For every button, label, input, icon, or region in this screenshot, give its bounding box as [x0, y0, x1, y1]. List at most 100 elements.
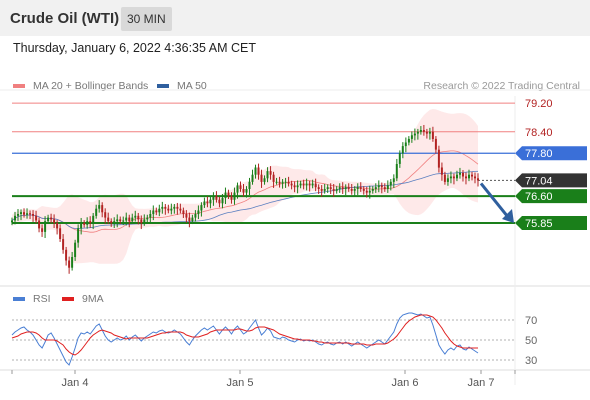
legend-9ma: 9MA	[62, 293, 104, 305]
candle-body	[395, 164, 398, 179]
candle-body	[212, 196, 215, 200]
candle-body	[134, 215, 137, 218]
candle-body	[53, 219, 56, 223]
timeframe-badge[interactable]: 30 MIN	[121, 7, 172, 31]
candle-body	[434, 138, 437, 150]
candle-body	[137, 215, 140, 220]
candle-body	[338, 187, 341, 189]
candle-body	[287, 181, 290, 184]
header-bar: Crude Oil (WTI) 30 MIN	[0, 0, 590, 36]
candle-body	[176, 206, 179, 209]
candle-body	[302, 183, 305, 186]
candle-body	[80, 223, 83, 229]
candle-body	[263, 178, 266, 182]
candle-body	[456, 174, 458, 179]
candle-body	[191, 217, 194, 222]
candle-body	[125, 217, 128, 221]
candle-body	[254, 167, 257, 175]
legend-9ma-label: 9MA	[82, 293, 104, 305]
candle-body	[164, 206, 167, 209]
candle-body	[74, 242, 77, 257]
legend-ma20-swatch	[13, 84, 25, 88]
legend-9ma-swatch	[62, 297, 74, 301]
candle-body	[107, 217, 110, 222]
candle-body	[344, 187, 347, 189]
candle-body	[26, 213, 28, 215]
candle-body	[242, 189, 245, 193]
candle-body	[95, 208, 98, 216]
candle-body	[359, 187, 362, 189]
candle-body	[317, 187, 320, 189]
candle-body	[113, 221, 116, 223]
candle-body	[407, 138, 410, 143]
candle-body	[416, 131, 419, 134]
candle-body	[468, 174, 470, 179]
candle-body	[284, 181, 287, 183]
candle-body	[122, 220, 125, 222]
candle-body	[452, 176, 455, 179]
candle-body	[443, 174, 446, 182]
bollinger-band	[12, 109, 478, 264]
candle-body	[440, 167, 443, 175]
rsi-level-label-1: 50	[525, 335, 537, 347]
datetime-label: Thursday, January 6, 2022 4:36:35 AM CET	[13, 41, 256, 55]
candle-body	[320, 189, 323, 191]
candle-body	[266, 171, 269, 179]
x-tick-label-3: Jan 7	[468, 377, 495, 389]
candle-body	[209, 199, 212, 204]
candle-body	[356, 187, 359, 189]
legend-ma50-label: MA 50	[177, 80, 207, 92]
candle-body	[185, 214, 188, 218]
level-tag-2	[515, 146, 587, 161]
rsi-ma9-line	[11, 314, 478, 356]
candle-body	[47, 217, 50, 222]
candle-body	[104, 212, 107, 218]
candle-body	[92, 215, 95, 223]
candle-body	[347, 187, 350, 189]
candle-body	[392, 178, 395, 182]
candle-body	[203, 201, 206, 206]
candle-body	[233, 192, 236, 200]
legend-rsi-label: RSI	[33, 293, 51, 305]
x-tick-label-0: Jan 4	[62, 377, 89, 389]
candle-body	[155, 210, 158, 213]
candle-body	[140, 219, 143, 223]
candle-body	[206, 201, 209, 204]
candle-body	[158, 208, 161, 213]
candle-body	[341, 187, 344, 189]
level-tag-5	[515, 215, 587, 230]
candle-body	[68, 260, 71, 268]
candle-body	[179, 208, 182, 211]
legend-rsi: RSI	[13, 293, 51, 305]
candle-body	[293, 185, 296, 188]
legend-ma20-label: MA 20 + Bollinger Bands	[33, 80, 149, 92]
candle-body	[386, 185, 389, 189]
candle-body	[462, 172, 464, 177]
instrument-title: Crude Oil (WTI)	[10, 10, 120, 27]
candle-body	[335, 189, 338, 191]
candle-body	[59, 228, 62, 239]
legend-ma50-swatch	[157, 84, 169, 88]
candle-body	[449, 176, 452, 179]
candle-body	[368, 190, 371, 193]
candle-body	[110, 221, 113, 223]
candle-body	[465, 176, 467, 179]
candle-body	[101, 205, 104, 213]
candle-body	[404, 142, 407, 147]
candle-body	[290, 183, 293, 186]
x-tick-label-1: Jan 5	[227, 377, 254, 389]
candle-body	[35, 215, 38, 221]
candle-body	[131, 217, 134, 222]
candle-body	[401, 146, 404, 154]
candle-body	[197, 210, 200, 215]
candle-body	[428, 131, 431, 134]
candle-body	[188, 217, 191, 222]
candle-body	[116, 219, 119, 222]
candle-body	[29, 213, 31, 215]
level-label-3: 77.04	[525, 175, 553, 187]
candle-body	[425, 131, 428, 134]
candle-body	[161, 206, 164, 209]
candle-body	[23, 212, 25, 215]
candle-body	[38, 220, 41, 229]
